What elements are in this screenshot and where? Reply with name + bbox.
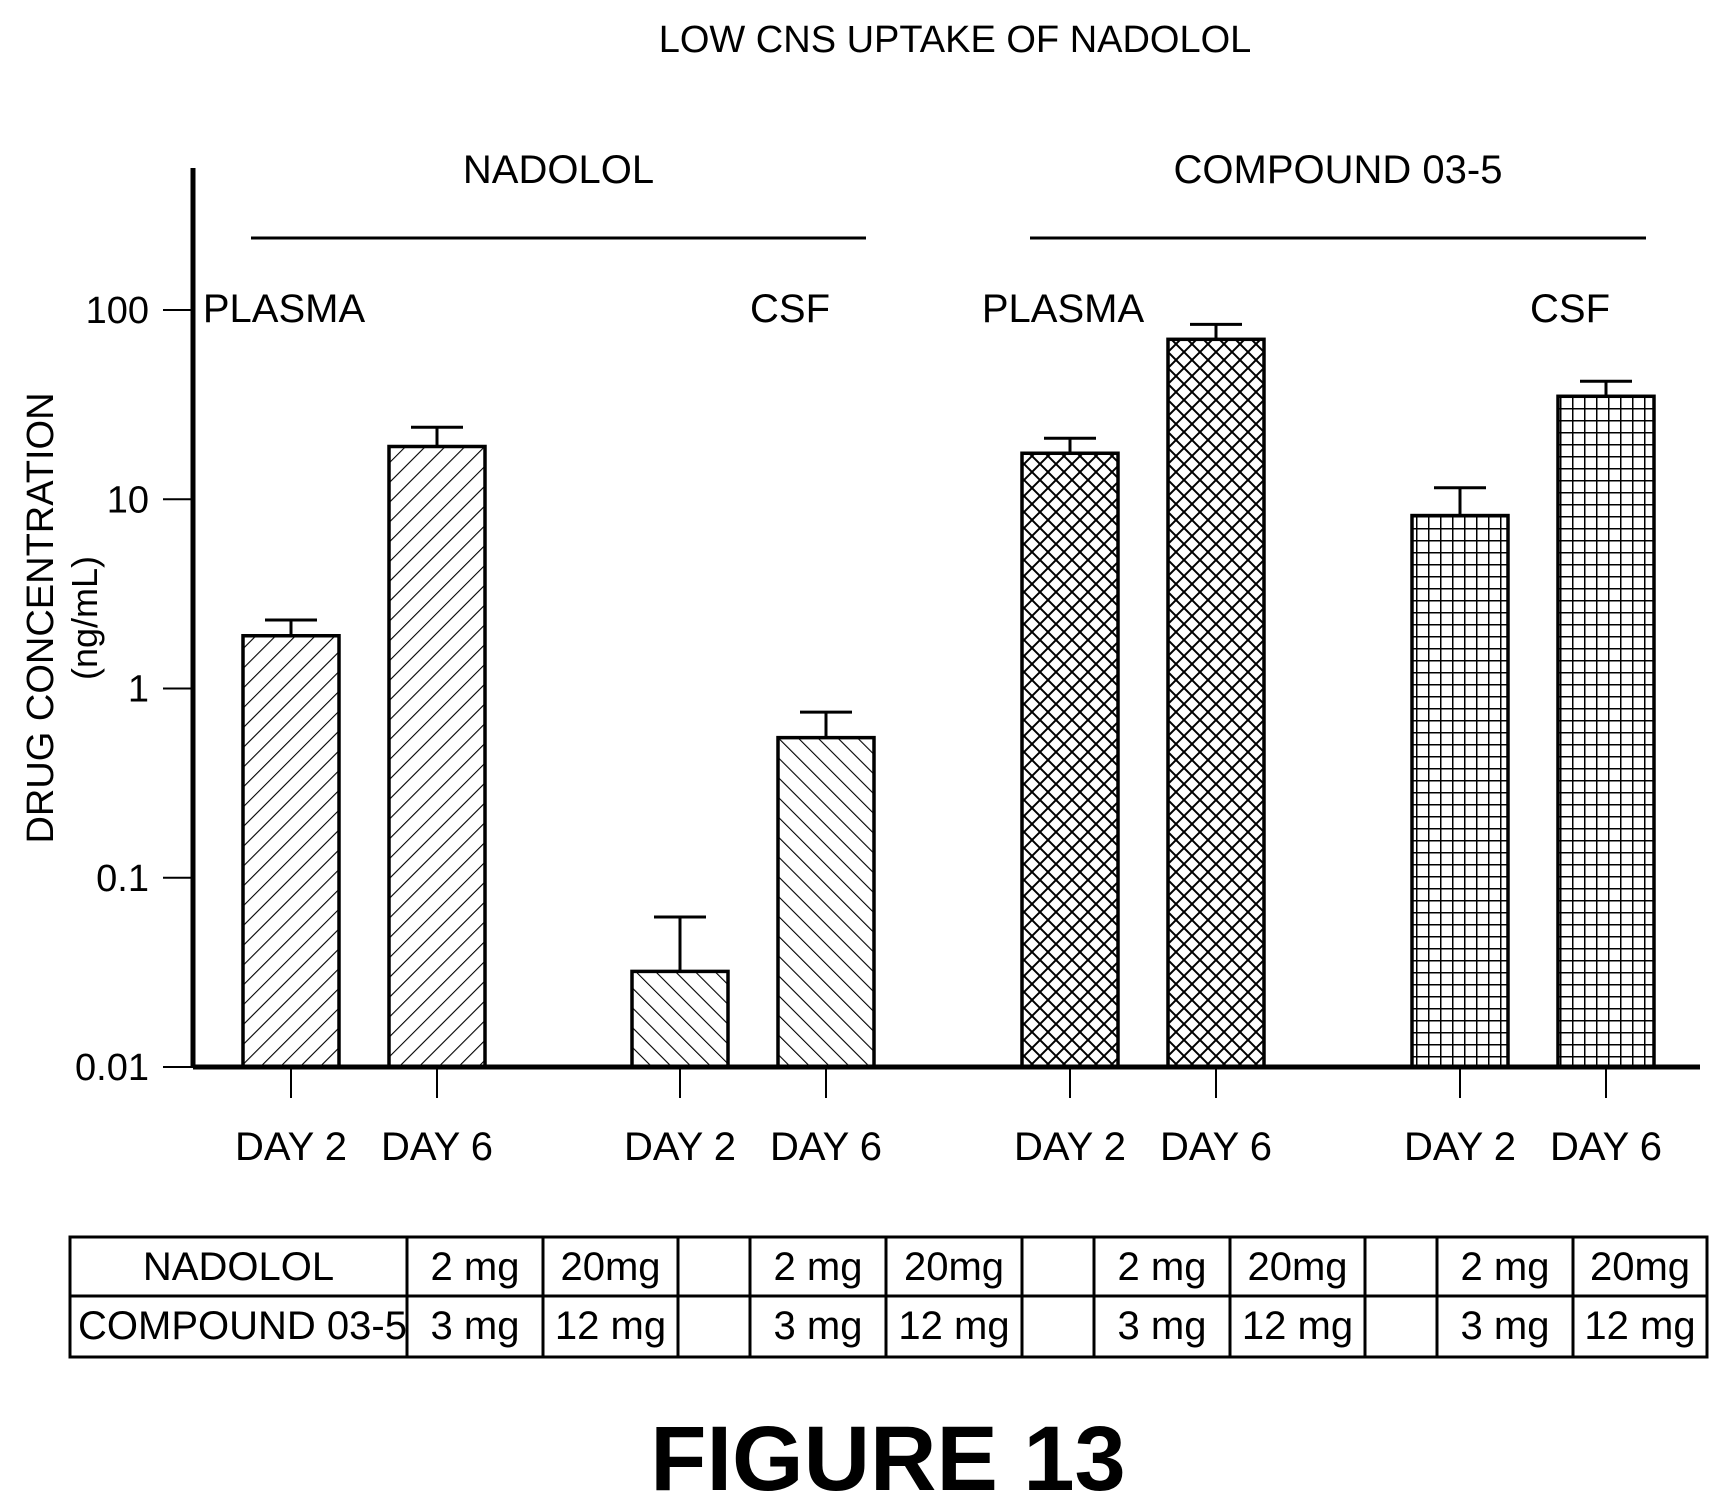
chart-title: LOW CNS UPTAKE OF NADOLOL [659,19,1252,61]
dose-table: NADOLOL 2 mg 20mg 2 mg 20mg 2 mg 20mg 2 mg 20mg C… [68,1235,1709,1359]
bar [1410,513,1510,1069]
bar [387,444,487,1069]
y-tick-label: 10 [107,479,149,521]
bar [1166,337,1266,1069]
group-label: NADOLOL [463,148,654,192]
subgroup-label: PLASMA [982,287,1145,331]
table-cell: 3 mg [1461,1304,1550,1348]
table-cell: 20mg [560,1245,660,1289]
subgroup-label: PLASMA [203,287,366,331]
y-axis: 0.01 0.1 1 10 100 [75,168,196,1089]
x-tick-label: DAY 6 [1550,1125,1662,1169]
y-tick-label: 100 [86,290,149,332]
subgroup-label: CSF [750,287,830,331]
x-axis: DAY 2 DAY 6 DAY 2 DAY 6 DAY 2 DAY 6 DAY 2 DAY 6 [193,1064,1700,1169]
table-cell: 12 mg [1584,1304,1695,1348]
table-cell: 20mg [1247,1245,1347,1289]
table-row-label: NADOLOL [143,1245,334,1289]
bar [630,969,730,1069]
table-cell: 3 mg [1118,1304,1207,1348]
table-cell: 12 mg [898,1304,1009,1348]
table-cell: 12 mg [555,1304,666,1348]
table-cell: 20mg [1590,1245,1690,1289]
y-tick-label: 0.1 [96,858,149,900]
y-tick-label: 1 [128,669,149,711]
bar [1020,451,1120,1069]
group-headers: NADOLOL PLASMA CSF COMPOUND 03-5 PLASMA CSF [203,148,1646,331]
table-cell: 2 mg [431,1245,520,1289]
group-label: COMPOUND 03-5 [1174,148,1503,192]
y-axis-label: DRUG CONCENTRATION [20,392,62,843]
table-cell: 2 mg [1461,1245,1550,1289]
y-axis-label-group: DRUG CONCENTRATION (ng/mL) [20,392,105,843]
bar [241,633,341,1069]
table-cell: 20mg [904,1245,1004,1289]
x-tick-label: DAY 6 [1160,1125,1272,1169]
x-tick-label: DAY 6 [381,1125,493,1169]
bar [1556,394,1656,1069]
x-tick-label: DAY 2 [235,1125,347,1169]
x-tick-label: DAY 2 [1404,1125,1516,1169]
x-tick-label: DAY 6 [770,1125,882,1169]
table-cell: 3 mg [774,1304,863,1348]
bar [776,735,876,1069]
table-row-label: COMPOUND 03-5 [78,1304,407,1348]
bars-layer [241,322,1656,1069]
figure-caption: FIGURE 13 [650,1408,1125,1508]
table-cell: 2 mg [1118,1245,1207,1289]
y-axis-unit: (ng/mL) [64,556,105,680]
table-cell: 12 mg [1242,1304,1353,1348]
y-tick-label: 0.01 [75,1047,149,1089]
x-tick-label: DAY 2 [624,1125,736,1169]
table-cell: 2 mg [774,1245,863,1289]
subgroup-label: CSF [1530,287,1610,331]
x-tick-label: DAY 2 [1014,1125,1126,1169]
table-cell: 3 mg [431,1304,520,1348]
